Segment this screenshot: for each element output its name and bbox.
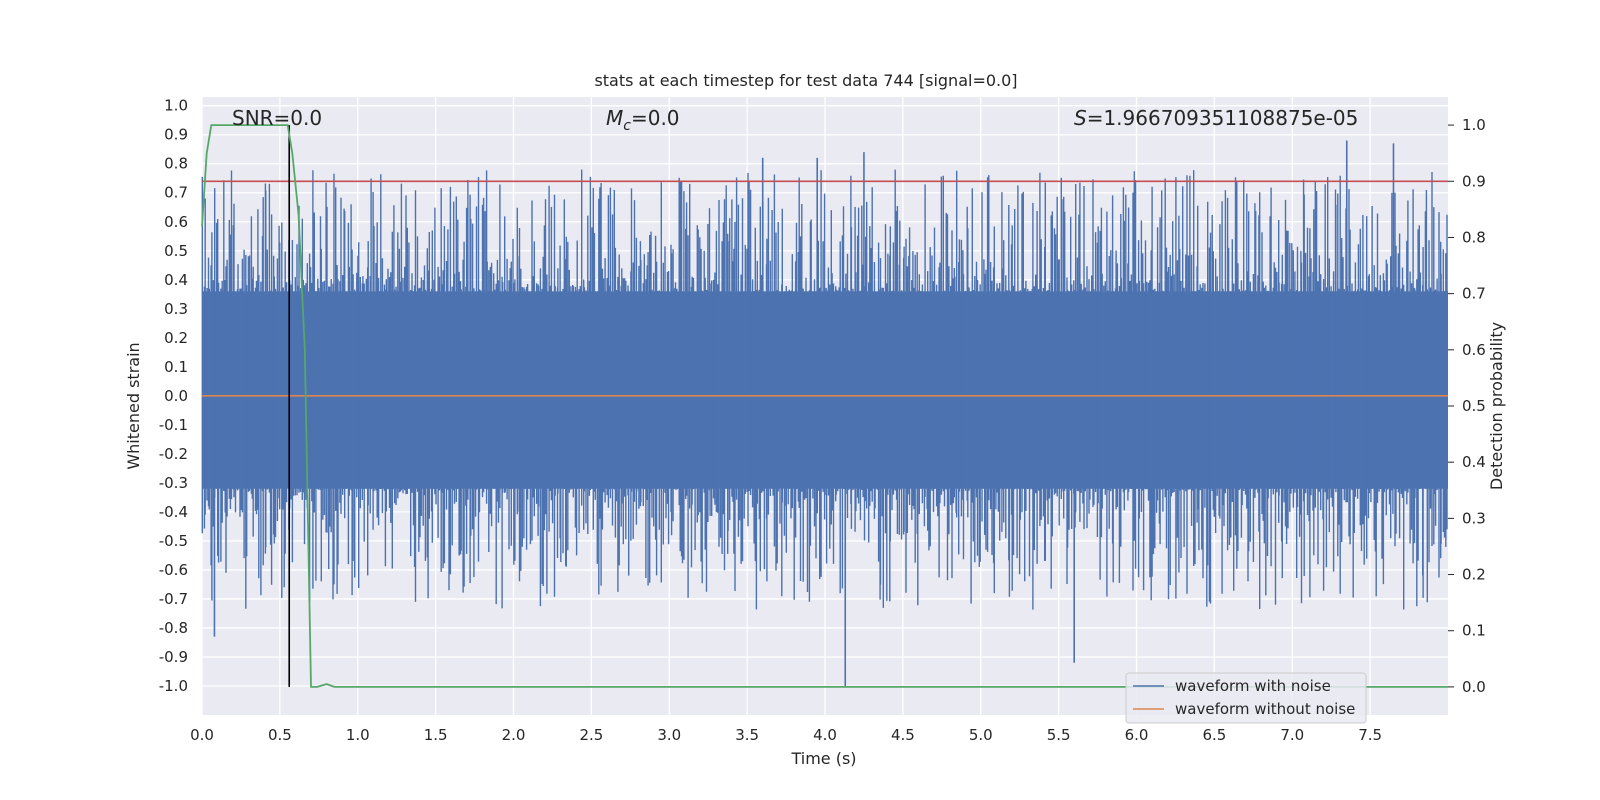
x-tick-label: 6.5: [1202, 726, 1226, 744]
y2-tick-label: 0.0: [1462, 678, 1486, 696]
y2-tick-label: 1.0: [1462, 116, 1486, 134]
snr-text: SNR=0.0: [232, 106, 322, 130]
y-tick-label: 0.6: [164, 213, 188, 231]
s-text: S=1.966709351108875e-05: [1074, 106, 1358, 130]
x-axis-label: Time (s): [790, 749, 856, 768]
y-tick-label: -0.3: [159, 474, 188, 492]
legend-box: [1125, 672, 1367, 724]
y-tick-label: 0.4: [164, 271, 188, 289]
y-tick-label: -1.0: [159, 677, 188, 695]
y2-tick-label: 0.3: [1462, 509, 1486, 527]
detection-probability-line: [201, 124, 1448, 688]
y2-tick-label: 0.6: [1462, 341, 1486, 359]
mc-subscript: c: [623, 118, 631, 134]
x-tick-label: 4.5: [891, 726, 915, 744]
x-tick-label: 4.0: [813, 726, 837, 744]
x-tick-label: 3.0: [657, 726, 681, 744]
x-tick-label: 2.0: [502, 726, 526, 744]
s-value: =1.966709351108875e-05: [1087, 106, 1359, 130]
annotation-mc: Mc=0.0: [606, 106, 680, 134]
x-tick-label: 5.0: [969, 726, 993, 744]
x-tick-label: 1.0: [346, 726, 370, 744]
y-tick-label: 0.2: [164, 329, 188, 347]
y2-tick-label: 0.8: [1462, 228, 1486, 246]
mc-text: Mc=0.0: [606, 106, 680, 134]
x-tick-label: 0.0: [190, 726, 214, 744]
y-tick-label: 0.9: [164, 126, 188, 144]
mc-value: =0.0: [631, 106, 680, 130]
y-axis-label: Whitened strain: [124, 342, 143, 469]
y-tick-label: -0.7: [159, 590, 188, 608]
y-tick-label: 0.3: [164, 300, 188, 318]
x-tick-label: 3.5: [735, 726, 759, 744]
x-tick-label: 5.5: [1047, 726, 1071, 744]
y-tick-label: -0.2: [159, 445, 188, 463]
y2-tick-label: 0.2: [1462, 566, 1486, 584]
annotation-snr: SNR=0.0: [232, 106, 322, 130]
y-tick-label: 0.8: [164, 155, 188, 173]
y2-axis-label: Detection probability: [1487, 322, 1506, 490]
y-tick-label: -0.1: [159, 416, 188, 434]
noise-waveform-line: [201, 169, 1448, 610]
annotation-s: S=1.966709351108875e-05: [1074, 106, 1358, 130]
y-tick-label: 0.1: [164, 358, 188, 376]
chart-title: stats at each timestep for test data 744…: [594, 71, 1017, 90]
x-tick-label: 1.5: [424, 726, 448, 744]
series-layer: [201, 124, 1448, 688]
y-tick-label: -0.9: [159, 648, 188, 666]
x-tick-label: 7.0: [1280, 726, 1304, 744]
y2-tick-label: 0.4: [1462, 453, 1486, 471]
y-tick-label: -0.8: [159, 619, 188, 637]
axes: 0.0 0.5 1.0 1.5 2.0 2.5 3.0 3.5 4.0 4.5 5.0 5.5 6.0 6…: [159, 97, 1486, 744]
legend-label-noise: waveform with noise: [1175, 677, 1331, 695]
x-tick-label: 6.0: [1125, 726, 1149, 744]
y2-tick-label: 0.9: [1462, 172, 1486, 190]
y-tick-label: 0.5: [164, 242, 188, 260]
x-tick-label: 2.5: [579, 726, 603, 744]
legend: waveform with noise waveform without noi…: [1125, 672, 1367, 724]
y-tick-label: -0.5: [159, 532, 188, 550]
y-tick-label: 0.0: [164, 387, 188, 405]
y2-tick-label: 0.1: [1462, 622, 1486, 640]
y-tick-label: -0.4: [159, 503, 188, 521]
y-tick-label: 0.7: [164, 184, 188, 202]
x-tick-label: 7.5: [1358, 726, 1382, 744]
x-tick-label: 0.5: [268, 726, 292, 744]
y2-tick-label: 0.7: [1462, 285, 1486, 303]
y-tick-label: -0.6: [159, 561, 188, 579]
legend-label-clean: waveform without noise: [1175, 700, 1355, 718]
mc-symbol: M: [606, 106, 623, 130]
y2-tick-label: 0.5: [1462, 397, 1486, 415]
y-tick-label: 1.0: [164, 97, 188, 115]
s-symbol: S: [1074, 106, 1087, 130]
